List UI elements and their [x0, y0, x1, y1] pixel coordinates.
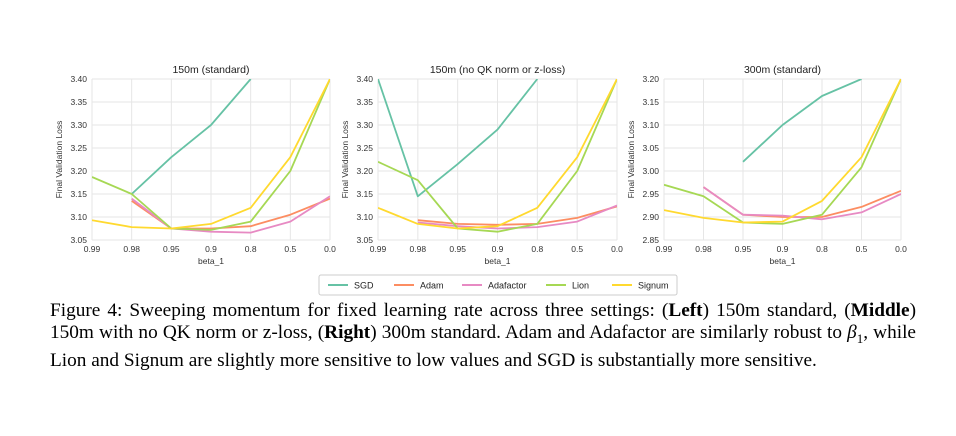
y-tick-label: 3.20	[642, 74, 659, 84]
series-line-adam	[417, 205, 617, 226]
x-axis-label: beta_1	[485, 256, 511, 266]
series-line-sgd	[742, 79, 862, 163]
x-tick-label: 0.95	[163, 244, 180, 254]
series-line-signum	[664, 79, 901, 224]
x-tick-label: 0.0	[895, 244, 907, 254]
legend-entry-sgd: SGD	[328, 281, 374, 291]
chart-panel-3: 0.99 0.98 0.95 0.9 0.8 0.5 0.0 2.85 2.90 2.95 3.00…	[626, 64, 907, 266]
chart-panel-2: 0.99 0.98 0.95 0.9 0.8 0.5 0.0 3.05 3.10 3.15 3.20…	[340, 64, 623, 266]
x-tick-label: 0.99	[656, 244, 673, 254]
y-tick-label: 3.00	[642, 166, 659, 176]
x-tick-label: 0.99	[370, 244, 387, 254]
series-line-adafactor	[702, 186, 901, 221]
y-tick-label: 3.25	[356, 143, 373, 153]
series-line-lion	[664, 79, 901, 225]
caption-left: Left	[668, 300, 703, 321]
series-group	[664, 79, 901, 225]
x-tick-label: 0.0	[324, 244, 336, 254]
chart-title: 300m (standard)	[744, 64, 821, 76]
caption-beta-subscript: 1	[856, 330, 864, 346]
legend: SGD Adam Adafactor Lion Signum	[318, 274, 678, 296]
y-tick-label: 3.40	[356, 74, 373, 84]
x-tick-label: 0.8	[531, 244, 543, 254]
legend-entry-lion: Lion	[546, 281, 589, 291]
series-line-signum	[378, 79, 617, 230]
y-axis-label: Final Validation Loss	[54, 121, 64, 199]
caption-text: ) 150m with no QK norm or z-loss, (	[50, 300, 917, 343]
y-tick-label: 2.85	[642, 235, 659, 245]
caption-text: ) 300m standard. Adam and Adafactor are …	[370, 322, 848, 343]
figure-canvas: 0.99 0.98 0.95 0.9 0.8 0.5 0.0 3.05 3.10 3.15 3.20…	[54, 64, 907, 296]
series-group	[378, 79, 617, 233]
y-tick-label: 3.05	[70, 235, 87, 245]
chart-panel-1: 0.99 0.98 0.95 0.9 0.8 0.5 0.0 3.05 3.10 3.15 3.20…	[54, 64, 336, 266]
legend-entry-adam: Adam	[394, 281, 444, 291]
series-line-lion	[378, 79, 617, 233]
legend-label: Adam	[420, 281, 444, 291]
y-tick-label: 3.20	[356, 166, 373, 176]
legend-label: Signum	[638, 281, 669, 291]
series-line-signum	[92, 79, 330, 230]
series-line-sgd	[131, 79, 252, 195]
x-tick-label: 0.9	[205, 244, 217, 254]
figure-caption: Figure 4: Sweeping momentum for fixed le…	[50, 300, 916, 372]
y-axis-label: Final Validation Loss	[340, 121, 350, 199]
chart-title: 150m (no QK norm or z-loss)	[430, 64, 565, 76]
y-tick-label: 3.10	[642, 120, 659, 130]
y-tick-label: 3.40	[70, 74, 87, 84]
y-tick-label: 3.35	[70, 97, 87, 107]
caption-text: ) 150m standard, (	[702, 300, 851, 321]
y-tick-label: 3.30	[70, 120, 87, 130]
x-tick-label: 0.95	[735, 244, 752, 254]
y-tick-label: 3.15	[70, 189, 87, 199]
x-tick-label: 0.8	[816, 244, 828, 254]
caption-text: Figure 4: Sweeping momentum for fixed le…	[50, 300, 669, 321]
series-line-sgd	[378, 79, 539, 198]
chart-panels: 0.99 0.98 0.95 0.9 0.8 0.5 0.0 3.05 3.10 3.15 3.20…	[54, 64, 907, 266]
x-axis-label: beta_1	[770, 256, 796, 266]
caption-beta: β	[847, 322, 857, 343]
legend-frame	[318, 274, 678, 296]
y-tick-label: 3.15	[356, 189, 373, 199]
x-tick-label: 0.98	[695, 244, 712, 254]
caption-text: , while Lion and Signum are slightly mor…	[50, 322, 916, 371]
x-tick-label: 0.98	[123, 244, 140, 254]
y-tick-label: 3.20	[70, 166, 87, 176]
y-axis-label: Final Validation Loss	[626, 121, 636, 199]
y-tick-label: 3.35	[356, 97, 373, 107]
x-tick-label: 0.5	[571, 244, 583, 254]
series-group	[92, 79, 330, 234]
y-tick-label: 3.15	[642, 97, 659, 107]
y-tick-label: 3.25	[70, 143, 87, 153]
x-tick-label: 0.0	[611, 244, 623, 254]
y-tick-label: 3.05	[356, 235, 373, 245]
x-tick-label: 0.9	[777, 244, 789, 254]
chart-title: 150m (standard)	[172, 64, 249, 76]
y-tick-label: 3.10	[356, 212, 373, 222]
series-line-lion	[92, 79, 330, 231]
x-tick-label: 0.99	[84, 244, 101, 254]
legend-entry-adafactor: Adafactor	[462, 281, 527, 291]
legend-label: Lion	[572, 281, 589, 291]
x-tick-label: 0.9	[492, 244, 504, 254]
legend-entry-signum: Signum	[612, 281, 669, 291]
x-axis-label: beta_1	[198, 256, 224, 266]
legend-label: Adafactor	[488, 281, 527, 291]
x-tick-label: 0.98	[410, 244, 427, 254]
y-tick-label: 3.30	[356, 120, 373, 130]
legend-label: SGD	[354, 281, 374, 291]
y-tick-label: 2.95	[642, 189, 659, 199]
y-tick-label: 2.90	[642, 212, 659, 222]
y-tick-label: 3.10	[70, 212, 87, 222]
y-tick-label: 3.05	[642, 143, 659, 153]
caption-middle: Middle	[850, 300, 910, 321]
x-tick-label: 0.5	[284, 244, 296, 254]
caption-right: Right	[324, 322, 371, 343]
x-tick-label: 0.8	[245, 244, 257, 254]
x-tick-label: 0.5	[856, 244, 868, 254]
x-tick-label: 0.95	[449, 244, 466, 254]
